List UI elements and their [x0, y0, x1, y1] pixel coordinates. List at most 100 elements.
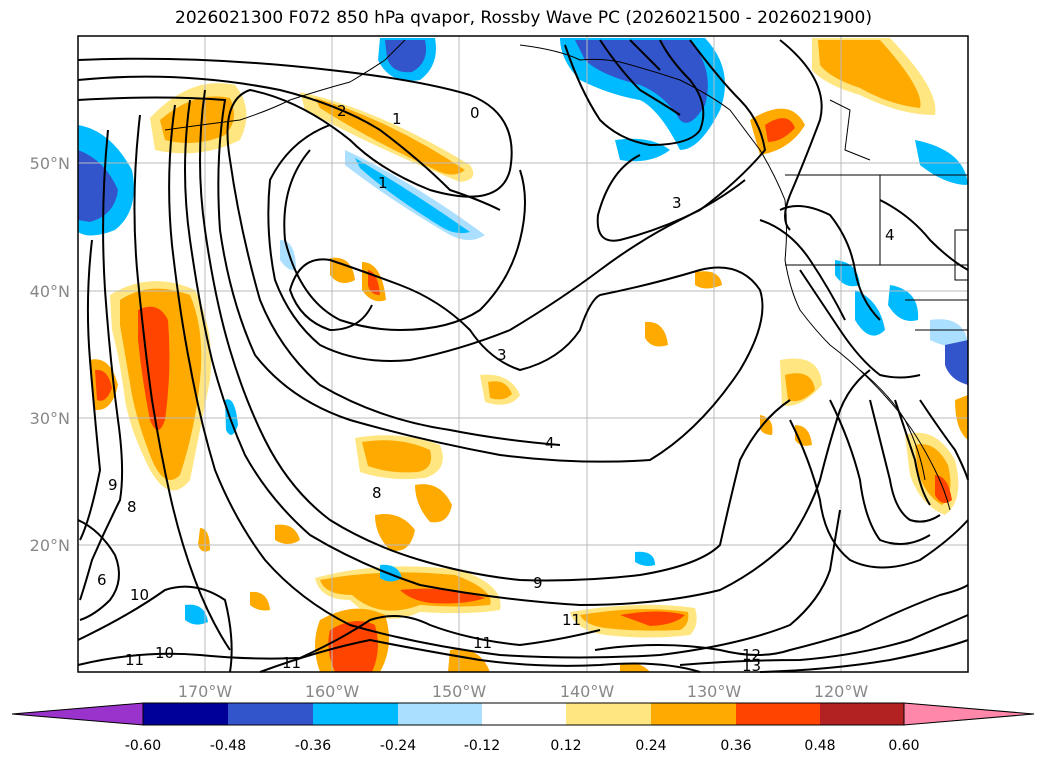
- contour-line: [77, 57, 561, 446]
- contour-line: [77, 615, 601, 666]
- shade-blob: [620, 611, 685, 626]
- contour-label: 3: [497, 346, 507, 364]
- state-borders: [905, 299, 968, 331]
- shade-blob: [138, 306, 170, 430]
- lon-axis-labels: 170°W 160°W 150°W 140°W 130°W 120°W: [178, 682, 869, 701]
- shade-blob: [225, 399, 238, 435]
- colorbar-tick-label: 0.12: [550, 738, 581, 754]
- contour-label: 1: [378, 174, 388, 192]
- contour-line: [629, 39, 661, 71]
- contour-line: [199, 89, 791, 582]
- contour-line: [879, 199, 969, 271]
- contour-line: [79, 129, 124, 601]
- contour-lines: [77, 39, 969, 673]
- colorbar-under-triangle: [11, 702, 144, 726]
- colorbar-tick-label: -0.24: [380, 738, 416, 754]
- colorbar-swatch: [736, 703, 820, 725]
- coastlines: [164, 39, 968, 511]
- shade-blob: [488, 381, 512, 400]
- colorbar-tick-label: 0.36: [720, 738, 751, 754]
- shade-blob: [185, 604, 208, 625]
- colorbar-frame: [142, 702, 905, 726]
- shade-blob: [275, 524, 300, 544]
- contour-label: 13: [742, 657, 761, 675]
- contour-line: [759, 219, 846, 321]
- contour-label: 8: [127, 498, 137, 516]
- contour-label: 11: [562, 611, 581, 629]
- contour-label: 4: [545, 434, 555, 452]
- shade-blob: [765, 118, 795, 142]
- contour-line: [789, 419, 969, 569]
- shade-blob: [785, 373, 815, 402]
- shade-blob: [250, 591, 270, 611]
- shade-blob: [160, 96, 234, 144]
- shade-blob: [328, 621, 378, 672]
- lat-axis-labels: 20°N 30°N 40°N 50°N: [30, 154, 70, 555]
- shade-blob: [78, 150, 118, 222]
- contour-line: [894, 399, 931, 506]
- colorbar-swatch: [566, 703, 651, 725]
- contour-line: [77, 585, 233, 673]
- contour-label: 0: [470, 104, 480, 122]
- lon-label-160w: 160°W: [305, 682, 360, 701]
- colorbar-swatch: [820, 703, 904, 725]
- contour-line: [77, 96, 764, 463]
- contour-label: 11: [473, 634, 492, 652]
- contour-line: [679, 614, 969, 666]
- shade-blob: [355, 158, 470, 234]
- lat-label-20n: 20°N: [30, 536, 70, 555]
- shade-blob: [620, 663, 650, 672]
- shade-blob: [818, 40, 921, 108]
- contour-label: 12: [742, 646, 761, 664]
- contour-label: 8: [372, 484, 382, 502]
- lat-label-30n: 30°N: [30, 409, 70, 428]
- colorbar-tick-label: -0.60: [125, 738, 161, 754]
- colorbar-swatch: [228, 703, 313, 725]
- contour-label: 10: [130, 586, 149, 604]
- shade-blob: [695, 271, 722, 289]
- colorbar-tick-label: -0.48: [210, 738, 246, 754]
- shade-blob: [368, 270, 380, 295]
- contour-line: [869, 399, 941, 523]
- colorbar-swatch: [651, 703, 736, 725]
- map-panel: 0 1 1 2 3 3 4 4 6 8 8 9 9 10 10 11 11 11…: [77, 35, 969, 675]
- lon-label-120w: 120°W: [814, 682, 869, 701]
- state-borders: [785, 174, 968, 281]
- contour-line: [283, 149, 526, 332]
- shade-blob: [95, 369, 112, 401]
- contour-label: 9: [108, 476, 118, 494]
- contour-line: [799, 269, 921, 379]
- shade-blob: [575, 40, 708, 123]
- colorbar-tick-label: 0.24: [635, 738, 666, 754]
- shade-blob: [888, 285, 919, 321]
- colorbar-tick-label: 0.48: [804, 738, 835, 754]
- shade-blob: [855, 290, 885, 336]
- contour-label: 6: [97, 571, 107, 589]
- contour-line: [594, 584, 969, 656]
- contour-line: [79, 239, 102, 541]
- contour-line: [759, 639, 969, 673]
- shade-blob: [760, 415, 773, 435]
- colorbar-over-triangle: [903, 702, 1035, 726]
- contour-line: [259, 638, 701, 673]
- contour-line: [267, 124, 746, 362]
- lat-label-50n: 50°N: [30, 154, 70, 173]
- shade-blob: [362, 440, 432, 473]
- colorbar: -0.60 -0.48 -0.36 -0.24 -0.12 0.12 0.24 …: [11, 702, 1035, 754]
- shade-blob: [635, 551, 655, 566]
- contour-line: [596, 39, 767, 242]
- contour-label: 11: [282, 654, 301, 672]
- contour-line: [133, 114, 231, 651]
- contour-label: 2: [337, 102, 347, 120]
- colorbar-tick-label: -0.36: [295, 738, 331, 754]
- contour-label: 1: [392, 110, 402, 128]
- contour-label: 10: [155, 644, 174, 662]
- colorbar-swatch: [143, 703, 228, 725]
- contour-labels: 0 1 1 2 3 3 4 4 6 8 8 9 9 10 10 11 11 11…: [97, 102, 895, 675]
- contour-line: [168, 104, 841, 659]
- contour-line: [829, 399, 931, 545]
- lon-label-140w: 140°W: [560, 682, 615, 701]
- shade-blob: [945, 340, 968, 385]
- qvapor-shading: [78, 38, 968, 672]
